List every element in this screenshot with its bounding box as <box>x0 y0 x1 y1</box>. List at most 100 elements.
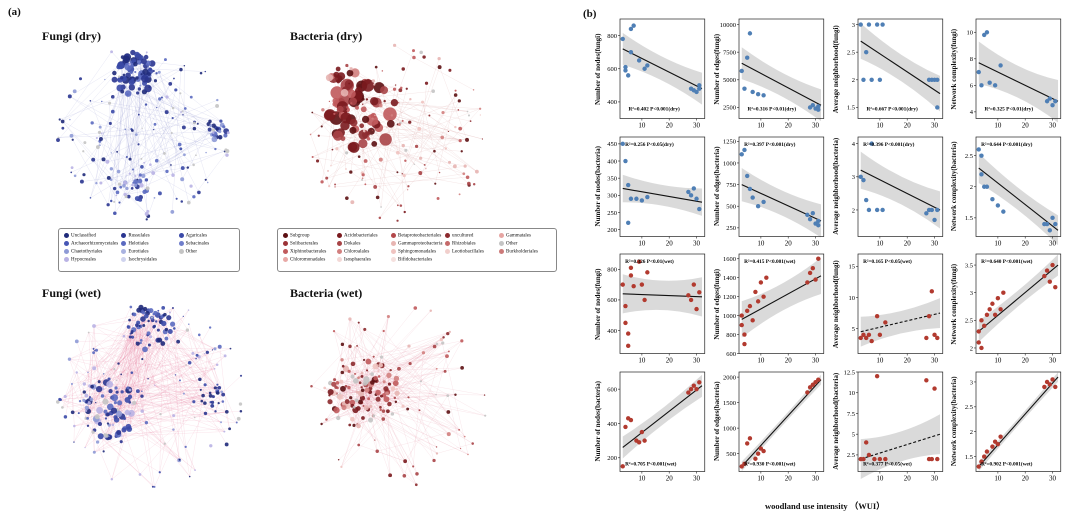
network-node <box>365 130 367 132</box>
network-node <box>358 129 369 140</box>
legend-label: Acidobacteriales <box>344 233 378 239</box>
network-node <box>192 195 196 199</box>
network-node <box>413 163 416 166</box>
x-tick-label: 10 <box>995 357 1003 365</box>
network-node <box>91 430 95 434</box>
network-node <box>166 315 172 321</box>
x-tick-label: 30 <box>693 239 701 247</box>
plot-frame <box>975 253 1062 354</box>
network-node <box>381 409 386 413</box>
network-node <box>363 405 369 411</box>
x-tick-label: 20 <box>1022 357 1030 365</box>
network-node <box>419 50 423 55</box>
network-node <box>186 200 191 205</box>
data-point <box>810 266 815 271</box>
data-point <box>697 379 702 384</box>
network-node <box>333 112 336 115</box>
legend-swatch <box>64 241 69 246</box>
network-node <box>143 54 149 60</box>
network-node <box>126 325 131 329</box>
network-node <box>208 391 212 395</box>
data-point <box>742 332 747 337</box>
network-node <box>191 351 195 355</box>
legend-label: Bifidobacteriales <box>398 257 433 263</box>
y-axis-label: Average neighborhood(bacteria) <box>831 137 840 235</box>
network-node <box>479 114 482 116</box>
data-point <box>877 456 882 461</box>
x-tick-label: 20 <box>666 357 674 365</box>
network-node <box>183 107 187 110</box>
network-node <box>132 181 135 184</box>
x-tick-label: 10 <box>876 239 884 247</box>
network-node <box>211 123 216 128</box>
network-node <box>467 114 471 117</box>
network-node <box>185 328 190 332</box>
legend-swatch <box>64 233 69 238</box>
legend-swatch <box>283 233 288 238</box>
network-node <box>401 119 404 122</box>
data-point <box>755 299 761 304</box>
x-tick-label: 30 <box>812 357 820 365</box>
network-node <box>454 89 457 92</box>
network-node <box>452 164 457 169</box>
network-node <box>359 395 366 401</box>
stat-annotation: R²=0.402 P<0.001(dry) <box>628 106 680 113</box>
legend-entry: Burkholderiales <box>499 249 538 256</box>
network-node <box>412 465 415 468</box>
data-point <box>750 318 755 323</box>
network-node <box>320 180 324 184</box>
network-node <box>164 110 169 115</box>
data-point <box>642 437 647 443</box>
network-node <box>409 98 412 101</box>
network-node <box>118 75 121 78</box>
data-point <box>628 265 634 270</box>
legend-entry: Solibacterales <box>283 241 318 248</box>
network-node <box>180 177 185 182</box>
network-node <box>330 86 344 100</box>
plot-frame <box>619 371 706 472</box>
network-node <box>117 400 123 406</box>
network-node <box>216 98 219 102</box>
legend-entry: Leotiobacillales <box>445 249 484 256</box>
network-node <box>321 108 325 112</box>
x-tick-label: 20 <box>784 122 792 130</box>
network-node <box>142 189 147 195</box>
network-node <box>458 428 461 431</box>
network-node <box>317 134 320 137</box>
y-tick-label: 1250 <box>723 138 736 145</box>
network-node <box>347 369 351 373</box>
network-node <box>324 109 336 121</box>
network-node <box>178 458 181 461</box>
data-point <box>750 89 755 95</box>
network-node <box>424 81 429 85</box>
plot-frame <box>619 136 706 237</box>
y-tick-label: 400 <box>607 158 617 165</box>
network-node <box>119 66 122 69</box>
data-point <box>631 283 636 289</box>
y-tick-label: 7.5 <box>846 410 854 417</box>
data-point <box>993 312 998 318</box>
legend-label: Xiphinobacterales <box>290 249 327 255</box>
network-node <box>98 125 102 129</box>
network-node <box>84 446 86 449</box>
network-node <box>335 66 341 72</box>
network-node <box>369 404 373 409</box>
network-node <box>187 360 192 365</box>
network-node <box>115 390 119 394</box>
network-node <box>223 354 227 358</box>
data-point <box>1047 381 1053 387</box>
network-node <box>325 74 334 82</box>
data-point <box>620 36 625 42</box>
legend-label: Other <box>185 249 198 255</box>
legend-swatch <box>391 233 396 238</box>
network-node <box>436 196 440 200</box>
fit-line <box>978 167 1059 231</box>
network-node <box>390 386 396 391</box>
network-node <box>217 389 220 392</box>
network-node <box>447 350 450 353</box>
data-point <box>694 89 699 95</box>
network-node <box>124 128 126 130</box>
data-point <box>923 210 929 215</box>
y-tick-label: 6 <box>970 83 974 90</box>
y-tick-label: 2 <box>970 345 973 352</box>
